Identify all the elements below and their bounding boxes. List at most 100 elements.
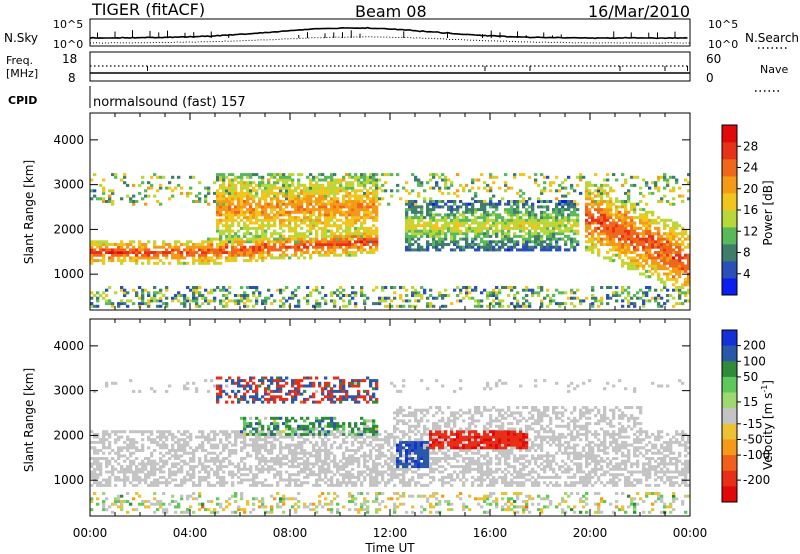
power-cell: [171, 245, 175, 249]
power-cell: [309, 237, 313, 241]
velocity-cell: [171, 446, 175, 450]
velocity-cell: [105, 478, 109, 482]
power-cell: [618, 218, 622, 222]
power-cell: [657, 216, 661, 220]
power-cell: [165, 251, 169, 254]
power-cell: [516, 216, 520, 220]
velocity-cell: [246, 467, 250, 471]
power-cell: [516, 224, 520, 228]
power-cell: [300, 200, 304, 203]
power-cell: [669, 269, 673, 273]
power-cell: [102, 186, 106, 190]
velocity-cell: [174, 470, 178, 474]
power-cell: [240, 243, 244, 246]
velocity-cell: [276, 502, 280, 506]
velocity-cell: [156, 443, 160, 447]
power-cell: [291, 210, 295, 214]
velocity-cell: [255, 497, 259, 501]
power-cell: [96, 296, 100, 300]
velocity-cell: [261, 438, 265, 442]
power-cell: [441, 226, 445, 230]
velocity-cell: [192, 381, 196, 385]
power-cell: [525, 243, 529, 246]
power-cell: [174, 248, 178, 252]
power-cell: [681, 229, 685, 233]
velocity-cell: [222, 483, 226, 487]
power-cell: [444, 213, 448, 217]
velocity-cell: [240, 497, 244, 501]
power-cell: [438, 186, 442, 190]
power-cell: [297, 224, 301, 228]
velocity-cell: [153, 497, 157, 501]
power-cell: [525, 202, 529, 206]
power-cell: [228, 253, 232, 257]
power-cell: [435, 229, 439, 233]
velocity-cell: [219, 483, 223, 487]
power-cell: [267, 202, 271, 206]
power-cell: [411, 248, 415, 252]
power-cell: [273, 173, 277, 177]
power-cell: [645, 299, 649, 303]
velocity-cell: [207, 432, 211, 436]
power-cell: [126, 194, 130, 198]
power-cell: [315, 175, 319, 179]
power-cell: [261, 210, 265, 214]
velocity-cell: [225, 505, 229, 509]
velocity-cell: [129, 454, 133, 458]
power-cell: [348, 200, 352, 203]
power-cell: [285, 210, 289, 214]
velocity-cell: [261, 381, 265, 385]
power-cell: [636, 253, 640, 257]
power-cell: [297, 237, 301, 241]
velocity-cell: [105, 465, 109, 469]
velocity-cell: [159, 435, 163, 439]
power-cell: [585, 240, 589, 244]
velocity-cell: [153, 389, 157, 393]
velocity-cell: [246, 424, 250, 428]
power-cell: [291, 253, 295, 257]
power-cell: [345, 294, 349, 297]
power-cell: [474, 210, 478, 214]
power-cell: [105, 245, 109, 249]
velocity-cell: [243, 424, 247, 428]
power-cell: [309, 213, 313, 217]
power-cell: [330, 232, 334, 236]
power-cell: [309, 291, 313, 295]
power-cell: [267, 221, 271, 225]
velocity-cell: [237, 467, 241, 471]
power-cell: [420, 205, 424, 209]
power-cell: [321, 296, 325, 300]
power-cell: [681, 256, 685, 260]
power-cell: [459, 224, 463, 228]
velocity-cell: [171, 432, 175, 436]
power-cell: [534, 216, 538, 220]
power-cell: [210, 240, 214, 244]
power-cell: [471, 218, 475, 222]
velocity-cell: [162, 492, 166, 495]
power-echoes: [90, 173, 691, 308]
velocity-cell: [144, 475, 148, 479]
power-cell: [303, 194, 307, 198]
power-cell: [672, 256, 676, 260]
velocity-cell: [246, 432, 250, 436]
power-cell: [471, 240, 475, 244]
power-cell: [510, 186, 514, 190]
velocity-cell: [174, 435, 178, 439]
nsky-series: [89, 26, 691, 44]
power-cell: [669, 240, 673, 244]
power-cell: [528, 216, 532, 220]
power-cell: [681, 243, 685, 246]
power-cell: [156, 261, 160, 265]
velocity-cell: [123, 454, 127, 458]
power-cell: [252, 210, 256, 214]
power-cell: [216, 202, 220, 206]
power-cell: [225, 202, 229, 206]
power-cell: [102, 291, 106, 295]
power-cell: [345, 202, 349, 206]
power-cell: [633, 251, 637, 254]
velocity-cell: [270, 446, 274, 450]
velocity-cell: [270, 376, 274, 380]
power-cell: [570, 210, 574, 214]
power-cell: [159, 291, 163, 295]
power-cell: [249, 205, 253, 209]
